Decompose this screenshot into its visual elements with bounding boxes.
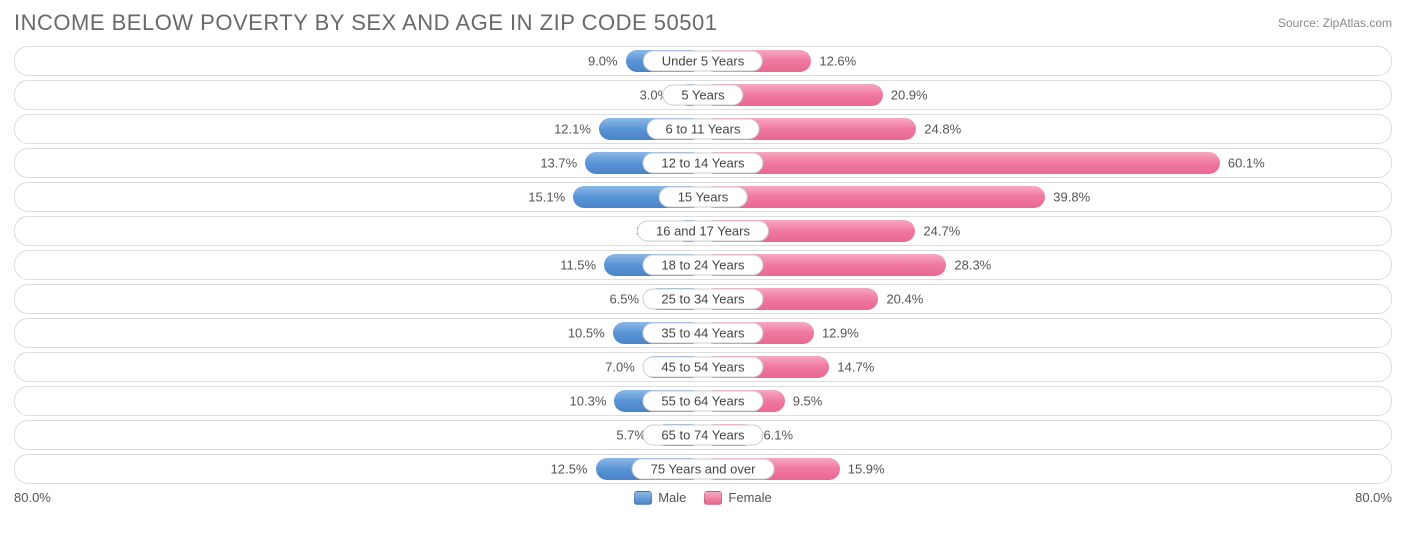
female-value-label: 24.7%	[923, 224, 960, 239]
chart-row: 10.5% 12.9% 35 to 44 Years	[14, 318, 1392, 348]
male-value-label: 9.0%	[588, 54, 618, 69]
category-label: 75 Years and over	[632, 459, 775, 480]
category-label: 12 to 14 Years	[642, 153, 763, 174]
male-swatch-icon	[634, 491, 652, 505]
female-value-label: 14.7%	[837, 360, 874, 375]
legend-male-label: Male	[658, 490, 686, 505]
chart-row: 7.0% 14.7% 45 to 54 Years	[14, 352, 1392, 382]
male-value-label: 12.1%	[554, 122, 591, 137]
chart-row: 11.5% 28.3% 18 to 24 Years	[14, 250, 1392, 280]
chart-row: 3.0%20.9%5 Years	[14, 80, 1392, 110]
female-value-label: 39.8%	[1053, 190, 1090, 205]
chart-row: 9.0% 12.6% Under 5 Years	[14, 46, 1392, 76]
category-label: 16 and 17 Years	[637, 221, 769, 242]
female-swatch-icon	[704, 491, 722, 505]
male-value-label: 6.5%	[609, 292, 639, 307]
female-value-label: 12.9%	[822, 326, 859, 341]
male-value-label: 13.7%	[540, 156, 577, 171]
male-value-label: 7.0%	[605, 360, 635, 375]
axis-max-left: 80.0%	[14, 490, 51, 505]
female-value-label: 60.1%	[1228, 156, 1265, 171]
category-label: 5 Years	[662, 85, 743, 106]
male-value-label: 15.1%	[528, 190, 565, 205]
female-value-label: 20.4%	[886, 292, 923, 307]
female-value-label: 15.9%	[848, 462, 885, 477]
category-label: 6 to 11 Years	[647, 119, 760, 140]
chart-row: 12.1% 24.8% 6 to 11 Years	[14, 114, 1392, 144]
legend-item-female: Female	[704, 490, 771, 505]
female-value-label: 6.1%	[763, 428, 793, 443]
chart-row: 12.5% 15.9% 75 Years and over	[14, 454, 1392, 484]
female-bar	[703, 186, 1045, 208]
male-value-label: 11.5%	[560, 258, 596, 273]
chart-row: 3.4%24.7%16 and 17 Years	[14, 216, 1392, 246]
female-value-label: 20.9%	[891, 88, 928, 103]
axis-max-right: 80.0%	[1355, 490, 1392, 505]
male-value-label: 10.5%	[568, 326, 605, 341]
source-attribution: Source: ZipAtlas.com	[1278, 16, 1392, 30]
legend: Male Female	[634, 490, 772, 505]
diverging-bar-chart: 9.0%12.6%Under 5 Years3.0%20.9%5 Years12…	[14, 46, 1392, 484]
chart-footer: 80.0% Male Female 80.0%	[14, 490, 1392, 505]
category-label: 18 to 24 Years	[642, 255, 763, 276]
category-label: Under 5 Years	[643, 51, 763, 72]
legend-female-label: Female	[728, 490, 771, 505]
female-value-label: 28.3%	[954, 258, 991, 273]
female-value-label: 9.5%	[793, 394, 823, 409]
chart-row: 13.7% 60.1% 12 to 14 Years	[14, 148, 1392, 178]
category-label: 45 to 54 Years	[642, 357, 763, 378]
category-label: 15 Years	[659, 187, 748, 208]
female-value-label: 24.8%	[924, 122, 961, 137]
female-value-label: 12.6%	[819, 54, 856, 69]
chart-row: 5.7%6.1%65 to 74 Years	[14, 420, 1392, 450]
chart-title: INCOME BELOW POVERTY BY SEX AND AGE IN Z…	[14, 10, 717, 36]
male-value-label: 12.5%	[551, 462, 588, 477]
chart-row: 15.1% 39.8% 15 Years	[14, 182, 1392, 212]
chart-row: 10.3% 9.5% 55 to 64 Years	[14, 386, 1392, 416]
category-label: 25 to 34 Years	[642, 289, 763, 310]
chart-header: INCOME BELOW POVERTY BY SEX AND AGE IN Z…	[14, 10, 1392, 36]
legend-item-male: Male	[634, 490, 686, 505]
chart-row: 6.5% 20.4% 25 to 34 Years	[14, 284, 1392, 314]
female-bar	[703, 152, 1220, 174]
category-label: 55 to 64 Years	[642, 391, 763, 412]
male-value-label: 10.3%	[570, 394, 607, 409]
category-label: 35 to 44 Years	[642, 323, 763, 344]
category-label: 65 to 74 Years	[642, 425, 763, 446]
